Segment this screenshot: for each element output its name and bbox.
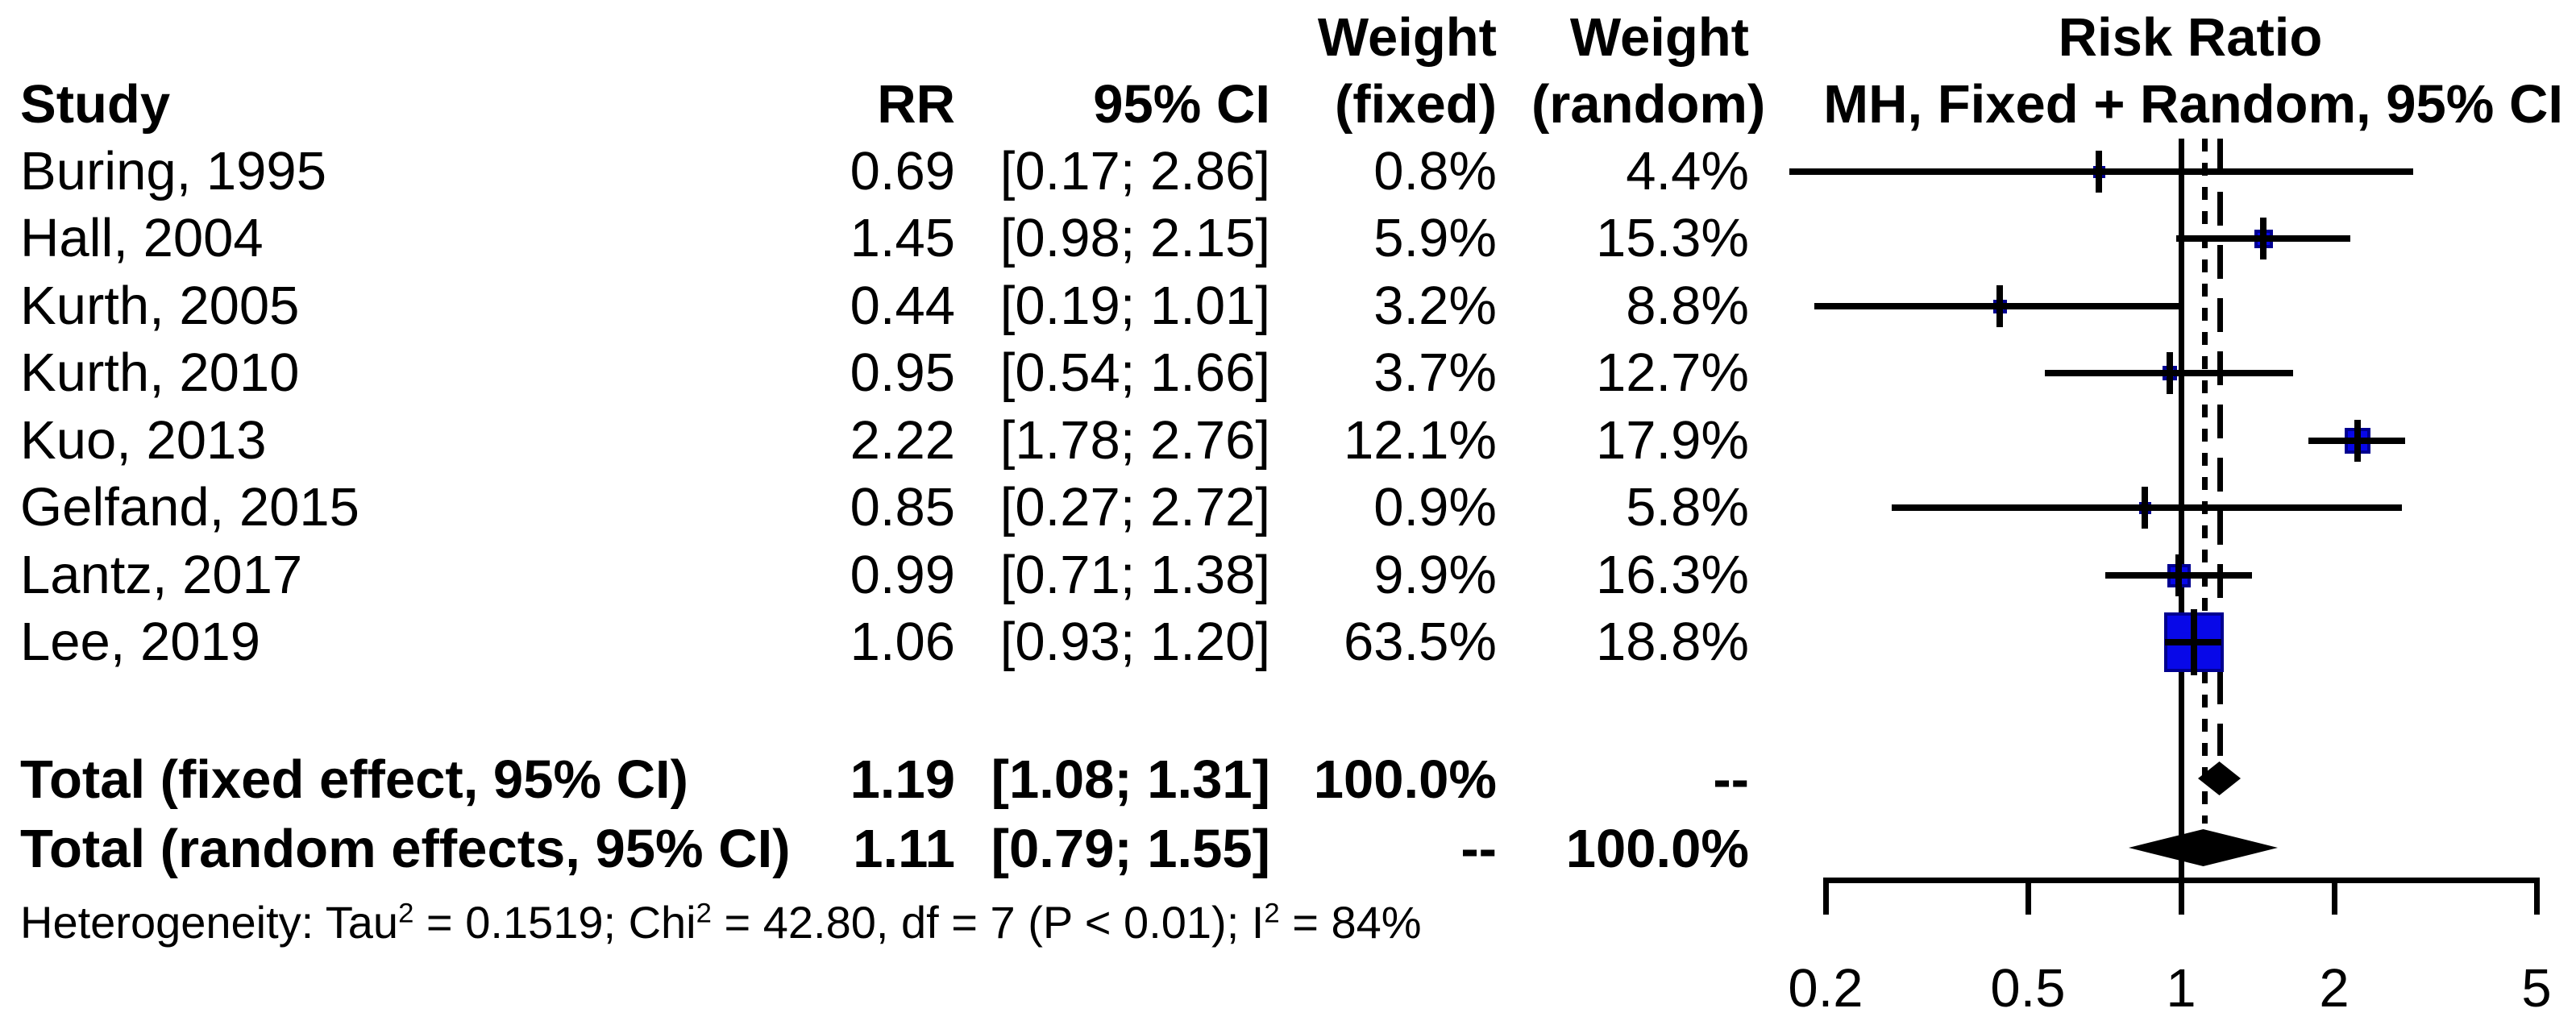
column-header-ci: 95% CI [1093, 74, 1270, 135]
ci-value: [0.71; 1.38] [999, 545, 1270, 605]
ci-value: [1.78; 2.76] [999, 410, 1270, 471]
total-rr-fixed: 1.19 [850, 749, 955, 810]
total-weight-random-random: 100.0% [1565, 819, 1749, 879]
weight-fixed-value: 12.1% [1344, 410, 1497, 471]
x-axis-tick-label: 5 [2521, 958, 2552, 1019]
fixed-effect-line [2217, 139, 2223, 756]
weight-fixed-value: 0.8% [1373, 141, 1497, 201]
ci-value: [0.27; 2.72] [999, 477, 1270, 537]
column-header-weight-random-top: Weight [1569, 7, 1749, 68]
x-axis-tick-label: 0.2 [1788, 958, 1863, 1019]
superscript: 2 [1264, 898, 1280, 929]
x-axis-tick [1823, 878, 1829, 915]
total-weight-random-fixed: -- [1713, 749, 1749, 810]
study-label: Buring, 1995 [20, 141, 326, 201]
x-axis-tick [2179, 878, 2184, 915]
study-label: Kuo, 2013 [20, 410, 267, 471]
column-header-rr: RR [877, 74, 955, 135]
weight-random-value: 17.9% [1596, 410, 1749, 471]
study-label: Kurth, 2010 [20, 342, 300, 403]
x-axis-tick [2332, 878, 2337, 915]
study-label: Lantz, 2017 [20, 545, 303, 605]
weight-random-value: 16.3% [1596, 545, 1749, 605]
random-effect-diamond [2129, 829, 2278, 866]
point-estimate-tick [2167, 352, 2173, 394]
weight-random-value: 18.8% [1596, 612, 1749, 672]
weight-fixed-value: 0.9% [1373, 477, 1497, 537]
total-ci-random: [0.79; 1.55] [991, 819, 1270, 879]
rr-value: 0.95 [850, 342, 955, 403]
weight-fixed-value: 9.9% [1373, 545, 1497, 605]
rr-value: 1.06 [850, 612, 955, 672]
study-label: Gelfand, 2015 [20, 477, 359, 537]
weight-fixed-value: 3.2% [1373, 276, 1497, 336]
total-label-random: Total (random effects, 95% CI) [20, 819, 791, 879]
x-axis-tick-label: 1 [2166, 958, 2196, 1019]
weight-random-value: 12.7% [1596, 342, 1749, 403]
weight-fixed-value: 63.5% [1344, 612, 1497, 672]
weight-fixed-value: 5.9% [1373, 208, 1497, 268]
superscript: 2 [398, 898, 414, 929]
heterogeneity-segment: = 42.80, df = 7 (P < 0.01); I [711, 897, 1265, 948]
column-header-study: Study [20, 74, 171, 135]
point-estimate-tick [2096, 151, 2102, 193]
ci-value: [0.54; 1.66] [999, 342, 1270, 403]
total-label-fixed: Total (fixed effect, 95% CI) [20, 749, 688, 810]
plot-subtitle-model: MH, Fixed + Random, 95% CI [1823, 74, 2563, 135]
rr-value: 2.22 [850, 410, 955, 471]
point-estimate-tick [1996, 285, 2003, 327]
study-label: Hall, 2004 [20, 208, 264, 268]
superscript: 2 [696, 898, 712, 929]
ci-value: [0.93; 1.20] [999, 612, 1270, 672]
heterogeneity-text: Heterogeneity: Tau2 = 0.1519; Chi2 = 42.… [20, 892, 1793, 953]
total-rr-random: 1.11 [853, 819, 955, 879]
total-ci-fixed: [1.08; 1.31] [991, 749, 1270, 810]
point-estimate-tick [2142, 487, 2148, 529]
random-effect-line [2202, 139, 2208, 824]
weight-random-value: 4.4% [1626, 141, 1749, 201]
ci-value: [0.17; 2.86] [999, 141, 1270, 201]
total-weight-fixed-fixed: 100.0% [1313, 749, 1497, 810]
x-axis-tick-label: 2 [2319, 958, 2350, 1019]
rr-value: 1.45 [850, 208, 955, 268]
point-estimate-tick [2354, 420, 2361, 462]
x-axis-tick-label: 0.5 [1990, 958, 2066, 1019]
ci-value: [0.19; 1.01] [999, 276, 1270, 336]
x-axis-tick [2025, 878, 2031, 915]
column-header-weight-random-bottom: (random) [1531, 74, 1766, 135]
x-axis-tick [2534, 878, 2540, 915]
weight-random-value: 8.8% [1626, 276, 1749, 336]
point-estimate-tick [2260, 218, 2266, 259]
null-effect-line [2179, 139, 2184, 915]
column-header-weight-fixed-bottom: (fixed) [1335, 74, 1497, 135]
study-label: Kurth, 2005 [20, 276, 300, 336]
weight-random-value: 5.8% [1626, 477, 1749, 537]
weight-random-value: 15.3% [1596, 208, 1749, 268]
point-estimate-tick [2175, 554, 2182, 596]
heterogeneity-segment: = 84% [1279, 897, 1422, 948]
weight-fixed-value: 3.7% [1373, 342, 1497, 403]
rr-value: 0.85 [850, 477, 955, 537]
ci-value: [0.98; 2.15] [999, 208, 1270, 268]
rr-value: 0.99 [850, 545, 955, 605]
rr-value: 0.44 [850, 276, 955, 336]
plot-title: Risk Ratio [2058, 7, 2323, 68]
point-estimate-tick [2191, 609, 2197, 675]
study-label: Lee, 2019 [20, 612, 261, 672]
rr-value: 0.69 [850, 141, 955, 201]
total-weight-fixed-random: -- [1460, 819, 1497, 879]
heterogeneity-segment: = 0.1519; Chi [413, 897, 696, 948]
column-header-weight-fixed-top: Weight [1317, 7, 1497, 68]
heterogeneity-segment: Heterogeneity: Tau [20, 897, 399, 948]
